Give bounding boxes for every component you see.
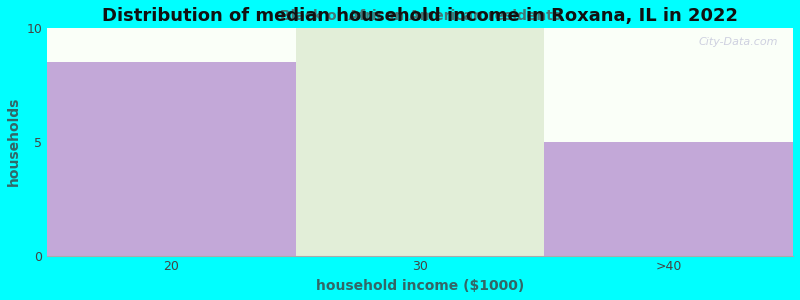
Title: Distribution of median household income in Roxana, IL in 2022: Distribution of median household income … xyxy=(102,7,738,25)
Text: City-Data.com: City-Data.com xyxy=(698,37,778,47)
Bar xyxy=(545,142,793,256)
Bar xyxy=(47,62,296,256)
X-axis label: household income ($1000): household income ($1000) xyxy=(316,279,524,293)
Y-axis label: households: households xyxy=(7,97,21,187)
Bar xyxy=(296,28,545,256)
Text: Black or African American residents: Black or African American residents xyxy=(279,9,561,23)
